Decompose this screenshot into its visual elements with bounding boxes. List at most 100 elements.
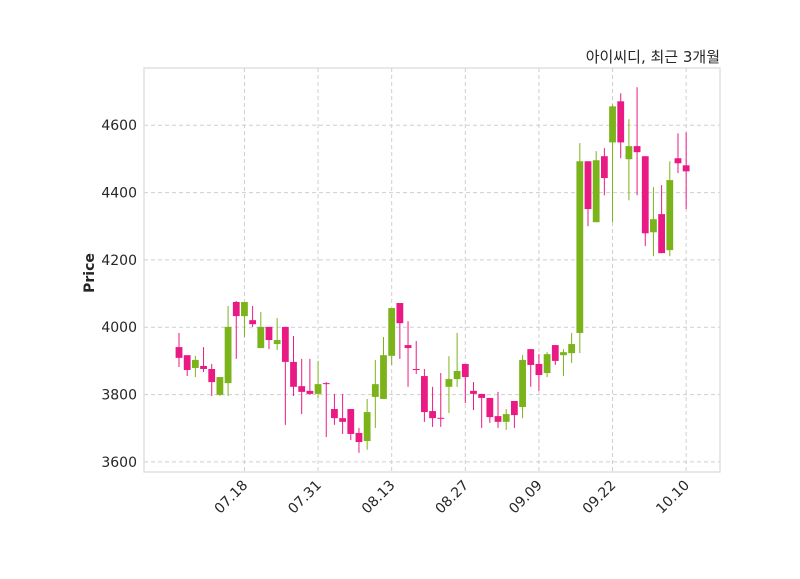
- candle: [519, 355, 526, 419]
- candle: [306, 358, 314, 395]
- candle-body: [380, 355, 387, 399]
- y-tick-label: 3800: [101, 388, 137, 404]
- candle: [429, 386, 436, 427]
- candle: [265, 326, 273, 350]
- x-tick-label: 09.22: [580, 478, 620, 518]
- candle: [249, 306, 257, 327]
- candle-body: [658, 214, 666, 254]
- candle: [396, 302, 404, 359]
- candle-body: [298, 386, 306, 392]
- candle-body: [183, 355, 191, 370]
- candle: [658, 185, 666, 254]
- candle-body: [421, 376, 428, 413]
- candle-body: [224, 326, 232, 384]
- plot-frame: [143, 67, 721, 473]
- y-tick-label: 4000: [101, 320, 137, 336]
- candle: [478, 393, 486, 428]
- candle-body: [641, 156, 649, 234]
- candle: [461, 363, 469, 403]
- candle: [273, 318, 281, 351]
- candle-body: [388, 308, 396, 356]
- x-tick-labels: 07.18 07.31 08.13 08.27 09.09 09.22 10.10: [212, 478, 693, 518]
- candle-body: [494, 416, 502, 422]
- x-tick-label: 07.31: [285, 478, 325, 518]
- candle: [371, 359, 379, 428]
- candle-body: [363, 412, 371, 442]
- candle-body: [429, 411, 436, 419]
- candle-body: [412, 368, 420, 370]
- candle: [355, 427, 363, 453]
- candle: [183, 355, 191, 377]
- candle: [232, 300, 240, 359]
- y-tick-label: 4600: [101, 118, 137, 134]
- candle: [208, 363, 216, 396]
- candle: [674, 133, 682, 174]
- candle: [257, 312, 265, 349]
- candle: [331, 393, 338, 425]
- y-tick-label: 3600: [101, 455, 137, 471]
- x-tick-label: 08.27: [432, 478, 472, 518]
- candle-body: [682, 165, 690, 172]
- candle-body: [208, 368, 216, 383]
- candle: [216, 377, 224, 396]
- candle: [314, 360, 322, 398]
- candle-body: [666, 180, 674, 251]
- candle-body: [543, 354, 551, 374]
- candle: [609, 104, 616, 223]
- candle: [224, 306, 232, 396]
- candle: [682, 132, 690, 210]
- candle-body: [519, 359, 526, 408]
- candle: [388, 308, 396, 365]
- x-tick-label: 08.13: [359, 478, 399, 518]
- x-tick-label: 07.18: [212, 478, 252, 518]
- candle: [592, 151, 600, 223]
- candle: [290, 335, 297, 396]
- candle: [527, 349, 535, 387]
- y-tick-label: 4200: [101, 253, 137, 269]
- candle: [535, 354, 543, 391]
- candle: [175, 332, 183, 367]
- candle-body: [470, 390, 477, 394]
- candle-body: [347, 409, 355, 434]
- candle: [576, 143, 584, 354]
- candle-body: [331, 409, 338, 419]
- candle-body: [216, 377, 224, 395]
- candle: [322, 382, 330, 437]
- candle-body: [396, 302, 404, 324]
- candle: [445, 356, 453, 414]
- candle: [510, 400, 518, 428]
- candle-body: [191, 359, 199, 368]
- candle-body: [241, 301, 248, 317]
- candle: [363, 398, 371, 450]
- candle-body: [437, 417, 445, 419]
- candle-body: [273, 340, 281, 345]
- candle-body: [609, 106, 616, 143]
- candle-body: [322, 383, 330, 385]
- y-axis-label: Price: [82, 253, 98, 293]
- candle-body: [568, 344, 576, 354]
- candle-body: [281, 326, 289, 362]
- candle: [453, 332, 461, 387]
- candle-body: [404, 345, 412, 349]
- candle-body: [617, 101, 625, 143]
- candle-body: [478, 393, 486, 398]
- candle: [625, 119, 633, 201]
- candle: [494, 391, 502, 428]
- candle-body: [527, 349, 535, 365]
- candle: [298, 358, 306, 415]
- y-tick-labels: 3600 3800 4000 4200 4400 4600: [101, 118, 137, 471]
- candle-body: [175, 347, 183, 358]
- candle: [421, 368, 428, 422]
- x-tick-label: 09.09: [506, 478, 546, 518]
- candle: [600, 148, 608, 196]
- candle-body: [551, 345, 559, 361]
- candle-body: [445, 379, 453, 387]
- candle-body: [560, 352, 567, 356]
- candle-body: [257, 326, 265, 349]
- candle: [241, 301, 248, 337]
- candle-body: [600, 156, 608, 179]
- y-tick-label: 4400: [101, 186, 137, 202]
- candle-body: [232, 301, 240, 317]
- candle: [470, 382, 477, 411]
